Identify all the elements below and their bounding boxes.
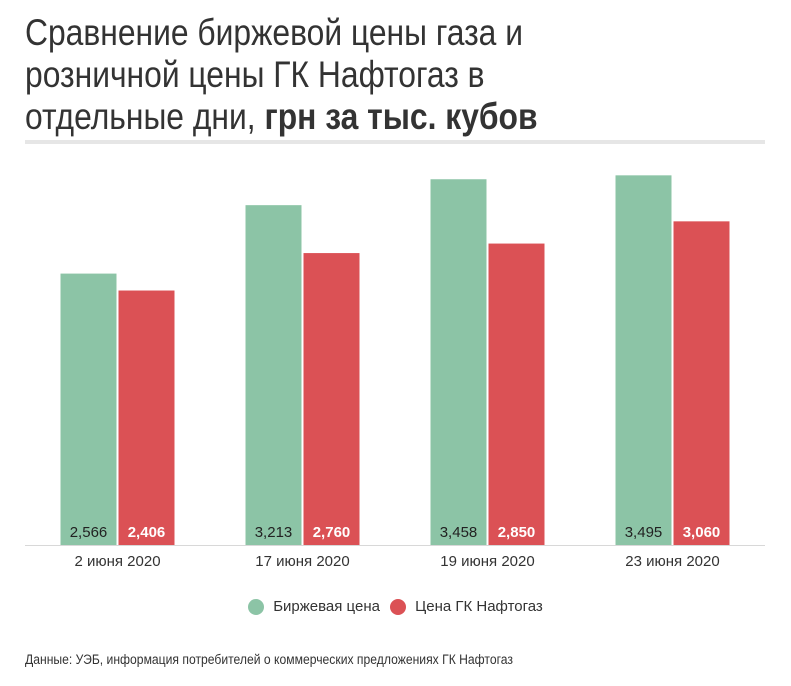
bar (430, 179, 487, 545)
bar (245, 205, 302, 546)
title-line-3: отдельные дни, (25, 96, 256, 137)
title-line-1: Сравнение биржевой цены газа и (25, 12, 523, 53)
title-unit: грн за тыс. кубов (264, 96, 538, 137)
title-line-2: розничной цены ГК Нафтогаз в (25, 54, 485, 95)
bar (615, 175, 672, 545)
bar (60, 273, 117, 545)
data-label: 3,495 (625, 524, 663, 541)
legend-label: Цена ГК Нафтогаз (415, 598, 543, 615)
data-label: 2,760 (313, 524, 351, 541)
legend-swatch (248, 598, 265, 615)
data-label: 3,213 (255, 524, 293, 541)
data-label: 2,406 (128, 524, 166, 541)
data-label: 3,458 (440, 524, 478, 541)
bar (303, 253, 360, 546)
legend-item-naftogaz: Цена ГК Нафтогаз (390, 598, 543, 615)
data-label: 3,060 (683, 524, 721, 541)
x-tick-label: 19 июня 2020 (440, 553, 534, 570)
bar (118, 290, 175, 545)
legend-item-exchange: Биржевая цена (248, 598, 380, 615)
legend: Биржевая цена Цена ГК Нафтогаз (0, 598, 791, 619)
legend-swatch (390, 598, 407, 615)
legend-label: Биржевая цена (273, 598, 380, 615)
bar (673, 221, 730, 545)
chart-title: Сравнение биржевой цены газа и розничной… (25, 12, 661, 138)
data-label: 2,850 (498, 524, 536, 541)
x-tick-label: 23 июня 2020 (625, 553, 719, 570)
x-tick-label: 17 июня 2020 (255, 553, 349, 570)
source-note: Данные: УЭБ, информация потребителей о к… (25, 652, 513, 667)
x-tick-label: 2 июня 2020 (74, 553, 160, 570)
title-divider (25, 140, 765, 144)
data-label: 2,566 (70, 524, 108, 541)
bar (488, 243, 545, 546)
